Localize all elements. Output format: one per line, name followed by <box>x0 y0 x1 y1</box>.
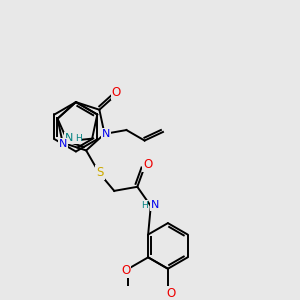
Text: H: H <box>141 201 148 210</box>
Text: O: O <box>121 264 130 277</box>
Text: N: N <box>150 200 159 210</box>
Text: N: N <box>58 139 67 149</box>
Text: S: S <box>96 167 104 179</box>
Text: O: O <box>143 158 152 171</box>
Text: N: N <box>65 134 74 143</box>
Text: H: H <box>75 134 81 143</box>
Text: N: N <box>102 129 111 139</box>
Text: O: O <box>112 86 121 99</box>
Text: O: O <box>166 287 176 300</box>
